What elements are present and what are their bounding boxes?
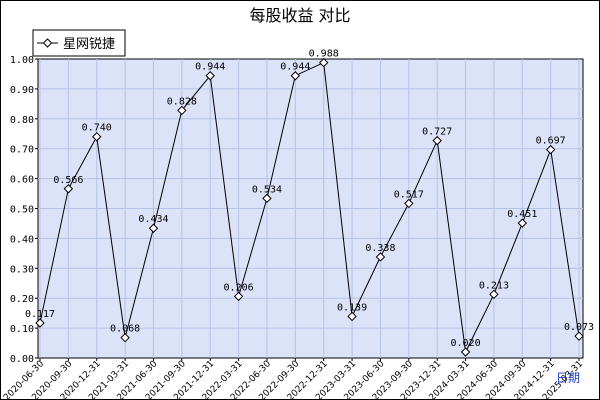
y-tick-label: 0.00 xyxy=(10,354,34,365)
data-label: 0.434 xyxy=(138,214,168,225)
x-axis-label: 日期 xyxy=(556,371,580,385)
series-line xyxy=(39,61,580,354)
y-axis-ticks: 0.00 0.10 0.20 0.30 0.40 0.50 0.60 0.70 0.80 0.90… xyxy=(10,55,38,365)
legend: 星网锐捷 xyxy=(32,29,126,57)
data-label: 0.828 xyxy=(167,96,197,107)
legend-box xyxy=(32,29,126,57)
y-tick-label: 0.70 xyxy=(10,145,34,156)
y-tick-label: 1.00 xyxy=(10,55,34,66)
data-point xyxy=(233,291,244,302)
data-point xyxy=(177,105,187,116)
data-point xyxy=(460,347,471,357)
x-axis-ticks: 2020-06-302020-09-302020-12-312021-03-31… xyxy=(2,358,585,400)
data-label: 0.451 xyxy=(507,209,537,220)
data-point xyxy=(35,318,45,328)
legend-diamond-icon xyxy=(42,38,53,48)
data-label: 0.338 xyxy=(365,243,395,254)
data-point xyxy=(489,289,499,300)
data-point xyxy=(63,184,74,194)
data-point xyxy=(545,144,556,155)
data-point xyxy=(262,193,272,204)
data-label: 0.213 xyxy=(479,280,509,291)
data-point xyxy=(318,57,329,68)
data-point xyxy=(574,331,584,341)
data-label: 0.073 xyxy=(564,322,594,333)
data-label: 0.068 xyxy=(110,324,140,335)
y-tick-label: 0.50 xyxy=(10,205,34,216)
data-label: 0.566 xyxy=(53,175,83,186)
data-point xyxy=(205,71,215,81)
data-label: 0.740 xyxy=(82,123,112,134)
data-label: 0.988 xyxy=(309,49,339,60)
data-labels: 0.117 0.566 0.740 0.068 0.434 0.828 0.944 0.206… xyxy=(25,49,594,349)
y-gridlines xyxy=(38,88,583,329)
data-point xyxy=(432,135,442,146)
y-tick-label: 0.40 xyxy=(10,234,34,245)
data-label: 0.117 xyxy=(25,309,55,320)
y-tick-label: 0.80 xyxy=(10,115,34,126)
data-label: 0.139 xyxy=(337,302,367,313)
data-label: 0.020 xyxy=(450,338,480,349)
data-point xyxy=(148,223,159,233)
y-tick-label: 0.30 xyxy=(10,264,34,275)
y-tick-label: 0.60 xyxy=(10,175,34,186)
data-point xyxy=(120,332,130,343)
y-tick-label: 0.10 xyxy=(10,324,34,335)
data-point xyxy=(404,198,414,209)
data-point xyxy=(375,252,386,262)
data-point xyxy=(517,218,527,228)
data-point xyxy=(92,132,102,142)
data-point xyxy=(347,311,357,322)
data-point xyxy=(290,71,301,81)
data-label: 0.534 xyxy=(252,184,282,195)
chart-title: 每股收益 对比 xyxy=(249,6,350,25)
data-label: 0.517 xyxy=(394,189,424,200)
y-tick-label: 0.90 xyxy=(10,85,34,96)
data-points xyxy=(35,57,584,357)
data-label: 0.944 xyxy=(195,62,225,73)
legend-label: 星网锐捷 xyxy=(63,37,115,52)
y-tick-label: 0.20 xyxy=(10,294,34,305)
data-label: 0.727 xyxy=(422,127,452,138)
data-label: 0.944 xyxy=(280,62,310,73)
data-label: 0.697 xyxy=(536,136,566,147)
data-label: 0.206 xyxy=(224,282,254,293)
